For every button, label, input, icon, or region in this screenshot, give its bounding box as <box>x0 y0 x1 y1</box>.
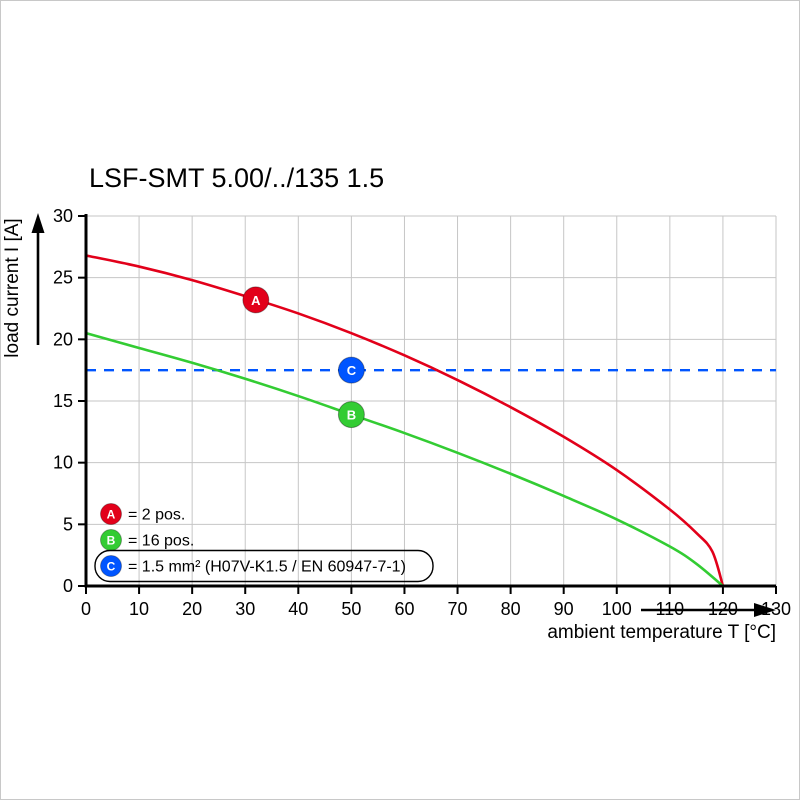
x-axis-arrowhead-icon <box>754 603 776 617</box>
marker-B <box>337 401 365 429</box>
y-tick-label: 15 <box>53 391 73 411</box>
legend-marker-A <box>100 503 122 525</box>
x-tick-label: 90 <box>554 599 574 619</box>
legend-marker-C <box>100 555 122 577</box>
x-tick-label: 50 <box>341 599 361 619</box>
plot-area: 0 10 20 30 40 50 60 70 80 90 100 110 120 130051015202… <box>31 206 791 619</box>
legend-marker-letter-B: B <box>107 534 116 548</box>
x-axis-label: ambient temperature T [°C] <box>547 622 776 643</box>
series-B-curve <box>84 331 725 588</box>
y-tick-label: 25 <box>53 268 73 288</box>
x-tick-label: 60 <box>394 599 414 619</box>
series-A-curve <box>84 254 725 588</box>
legend-marker-letter-C: C <box>107 560 116 574</box>
legend-box <box>94 549 434 583</box>
x-tick-label: 80 <box>501 599 521 619</box>
y-tick-label: 30 <box>53 206 73 226</box>
y-tick-label: 20 <box>53 329 73 349</box>
marker-A <box>242 286 270 314</box>
x-tick-label: 40 <box>288 599 308 619</box>
y-tick-label: 0 <box>63 576 73 596</box>
y-axis-arrowhead-icon <box>31 213 45 233</box>
y-tick-label: 10 <box>53 453 73 473</box>
legend-label-C: = 1.5 mm² (H07V-K1.5 / EN 60947-7-1) <box>128 559 406 576</box>
legend-label-B: = 16 pos. <box>128 533 194 550</box>
marker-letter-A: A <box>251 293 261 308</box>
y-axis-label: load current I [A] <box>2 218 23 357</box>
x-tick-label: 30 <box>235 599 255 619</box>
legend-label-A: = 2 pos. <box>128 507 185 524</box>
x-tick-label: 100 <box>602 599 632 619</box>
legend-marker-letter-A: A <box>107 508 116 522</box>
x-tick-label: 0 <box>81 599 91 619</box>
marker-C <box>337 356 365 384</box>
y-tick-label: 5 <box>63 514 73 534</box>
chart-title: LSF-SMT 5.00/../135 1.5 <box>89 163 384 193</box>
marker-letter-B: B <box>347 408 356 423</box>
x-tick-label: 20 <box>182 599 202 619</box>
x-tick-label: 10 <box>129 599 149 619</box>
marker-letter-C: C <box>347 363 357 378</box>
x-tick-label: 130 <box>761 599 791 619</box>
x-tick-label: 70 <box>448 599 468 619</box>
